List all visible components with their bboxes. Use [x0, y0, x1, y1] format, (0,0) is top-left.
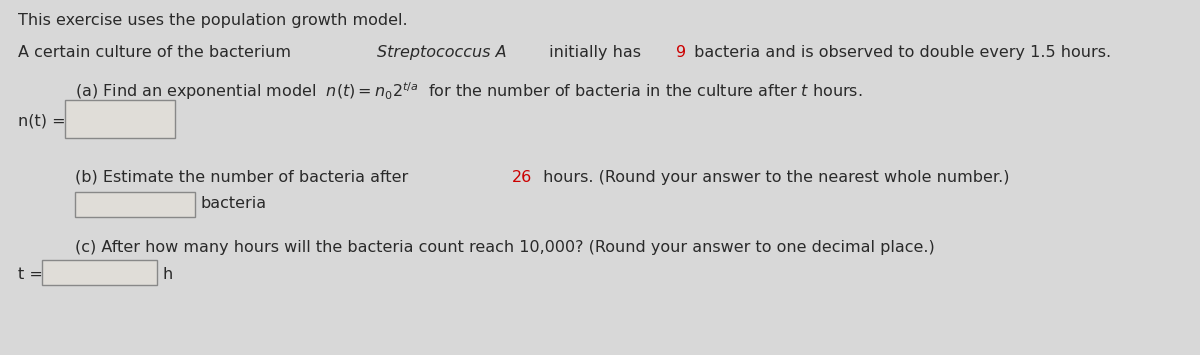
Text: h: h: [162, 267, 173, 282]
Text: hours. (Round your answer to the nearest whole number.): hours. (Round your answer to the nearest…: [538, 170, 1009, 185]
Text: t =: t =: [18, 267, 43, 282]
FancyBboxPatch shape: [74, 192, 194, 217]
Text: 9: 9: [676, 45, 686, 60]
Text: A certain culture of the bacterium: A certain culture of the bacterium: [18, 45, 296, 60]
Text: n(t) =: n(t) =: [18, 113, 66, 128]
FancyBboxPatch shape: [65, 100, 175, 138]
Text: initially has: initially has: [544, 45, 647, 60]
Text: bacteria and is observed to double every 1.5 hours.: bacteria and is observed to double every…: [689, 45, 1111, 60]
Text: Streptococcus A: Streptococcus A: [377, 45, 506, 60]
Text: (a) Find an exponential model  $n(t) = n_0 2^{t/a}$  for the number of bacteria : (a) Find an exponential model $n(t) = n_…: [74, 80, 863, 102]
Text: 26: 26: [511, 170, 532, 185]
FancyBboxPatch shape: [42, 260, 157, 285]
Text: bacteria: bacteria: [200, 196, 266, 211]
Text: (b) Estimate the number of bacteria after: (b) Estimate the number of bacteria afte…: [74, 170, 413, 185]
Text: This exercise uses the population growth model.: This exercise uses the population growth…: [18, 13, 408, 28]
Text: (c) After how many hours will the bacteria count reach 10,000? (Round your answe: (c) After how many hours will the bacter…: [74, 240, 935, 255]
